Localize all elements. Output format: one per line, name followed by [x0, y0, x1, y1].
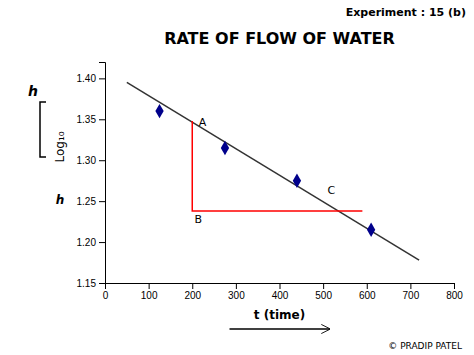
tick-label: 1.40: [77, 73, 97, 84]
tick: 1.15: [77, 278, 105, 289]
chart: Experiment : 15 (b) RATE OF FLOW OF WATER…: [0, 0, 474, 355]
tick: 700: [403, 283, 420, 301]
tick-mark: [99, 242, 105, 243]
annotation: B: [194, 213, 202, 226]
footer: © PRADIP PATEL: [388, 341, 462, 351]
tick-mark: [367, 283, 368, 289]
annotation: C: [327, 184, 335, 197]
tick-label: 1.30: [77, 155, 97, 166]
tick-label: 500: [315, 290, 332, 301]
tick-mark: [99, 119, 105, 120]
tick-label: 300: [228, 290, 245, 301]
tick: 300: [228, 283, 245, 301]
tick-mark: [99, 283, 105, 284]
tick-label: 1.35: [77, 114, 97, 125]
tick: 800: [446, 283, 463, 301]
tick: 200: [184, 283, 201, 301]
tick-mark: [99, 201, 105, 202]
tick-mark: [236, 283, 237, 289]
tick-label: 400: [272, 290, 289, 301]
tick-label: 1.20: [77, 237, 97, 248]
y-label: h: [56, 193, 65, 207]
y-label-bracket: [40, 102, 46, 157]
tick: 1.40: [77, 73, 105, 84]
tick-label: 1.25: [77, 196, 97, 207]
x-label: t (time): [254, 308, 305, 322]
tick: 400: [272, 283, 289, 301]
tick-mark: [99, 160, 105, 161]
y-label: Log₁₀: [53, 131, 67, 162]
point: [293, 173, 301, 187]
tick-mark: [323, 283, 324, 289]
plot: 0 100 200 300 400 500 600 700 800 1.15 1.20 1.25 1.3…: [77, 63, 464, 302]
tick: 100: [141, 283, 158, 301]
tick: 1.25: [77, 196, 105, 207]
line: [127, 82, 419, 260]
tick-label: 1.15: [77, 278, 97, 289]
point: [155, 104, 163, 118]
line: [192, 121, 362, 211]
point: [221, 141, 229, 155]
title: RATE OF FLOW OF WATER: [164, 29, 395, 48]
tick: 1.30: [77, 155, 105, 166]
x-label-arrow: [230, 328, 330, 329]
tick-mark: [149, 283, 150, 289]
tick: 0: [103, 283, 109, 301]
tick: 1.35: [77, 114, 105, 125]
tick-label: 100: [141, 290, 158, 301]
annotation: A: [199, 116, 207, 129]
y-axis: 1.15 1.20 1.25 1.30 1.35 1.40: [77, 63, 106, 289]
tick: 1.20: [77, 237, 105, 248]
marks: [127, 82, 419, 260]
point: [367, 223, 375, 237]
subtitle: Experiment : 15 (b): [346, 6, 466, 19]
tick-label: 600: [359, 290, 376, 301]
tick: 600: [359, 283, 376, 301]
tick-label: 800: [446, 290, 463, 301]
tick: 500: [315, 283, 332, 301]
tick-mark: [280, 283, 281, 289]
tick-label: 0: [103, 290, 109, 301]
tick-mark: [192, 283, 193, 289]
tick-label: 700: [403, 290, 420, 301]
tick-label: 200: [184, 290, 201, 301]
axis-line: [99, 63, 106, 284]
tick-mark: [99, 78, 105, 79]
x-axis: 0 100 200 300 400 500 600 700 800: [103, 283, 464, 301]
y-label: h: [28, 83, 38, 99]
axis-line: [106, 284, 455, 290]
tick-mark: [454, 283, 455, 289]
tick-mark: [410, 283, 411, 289]
